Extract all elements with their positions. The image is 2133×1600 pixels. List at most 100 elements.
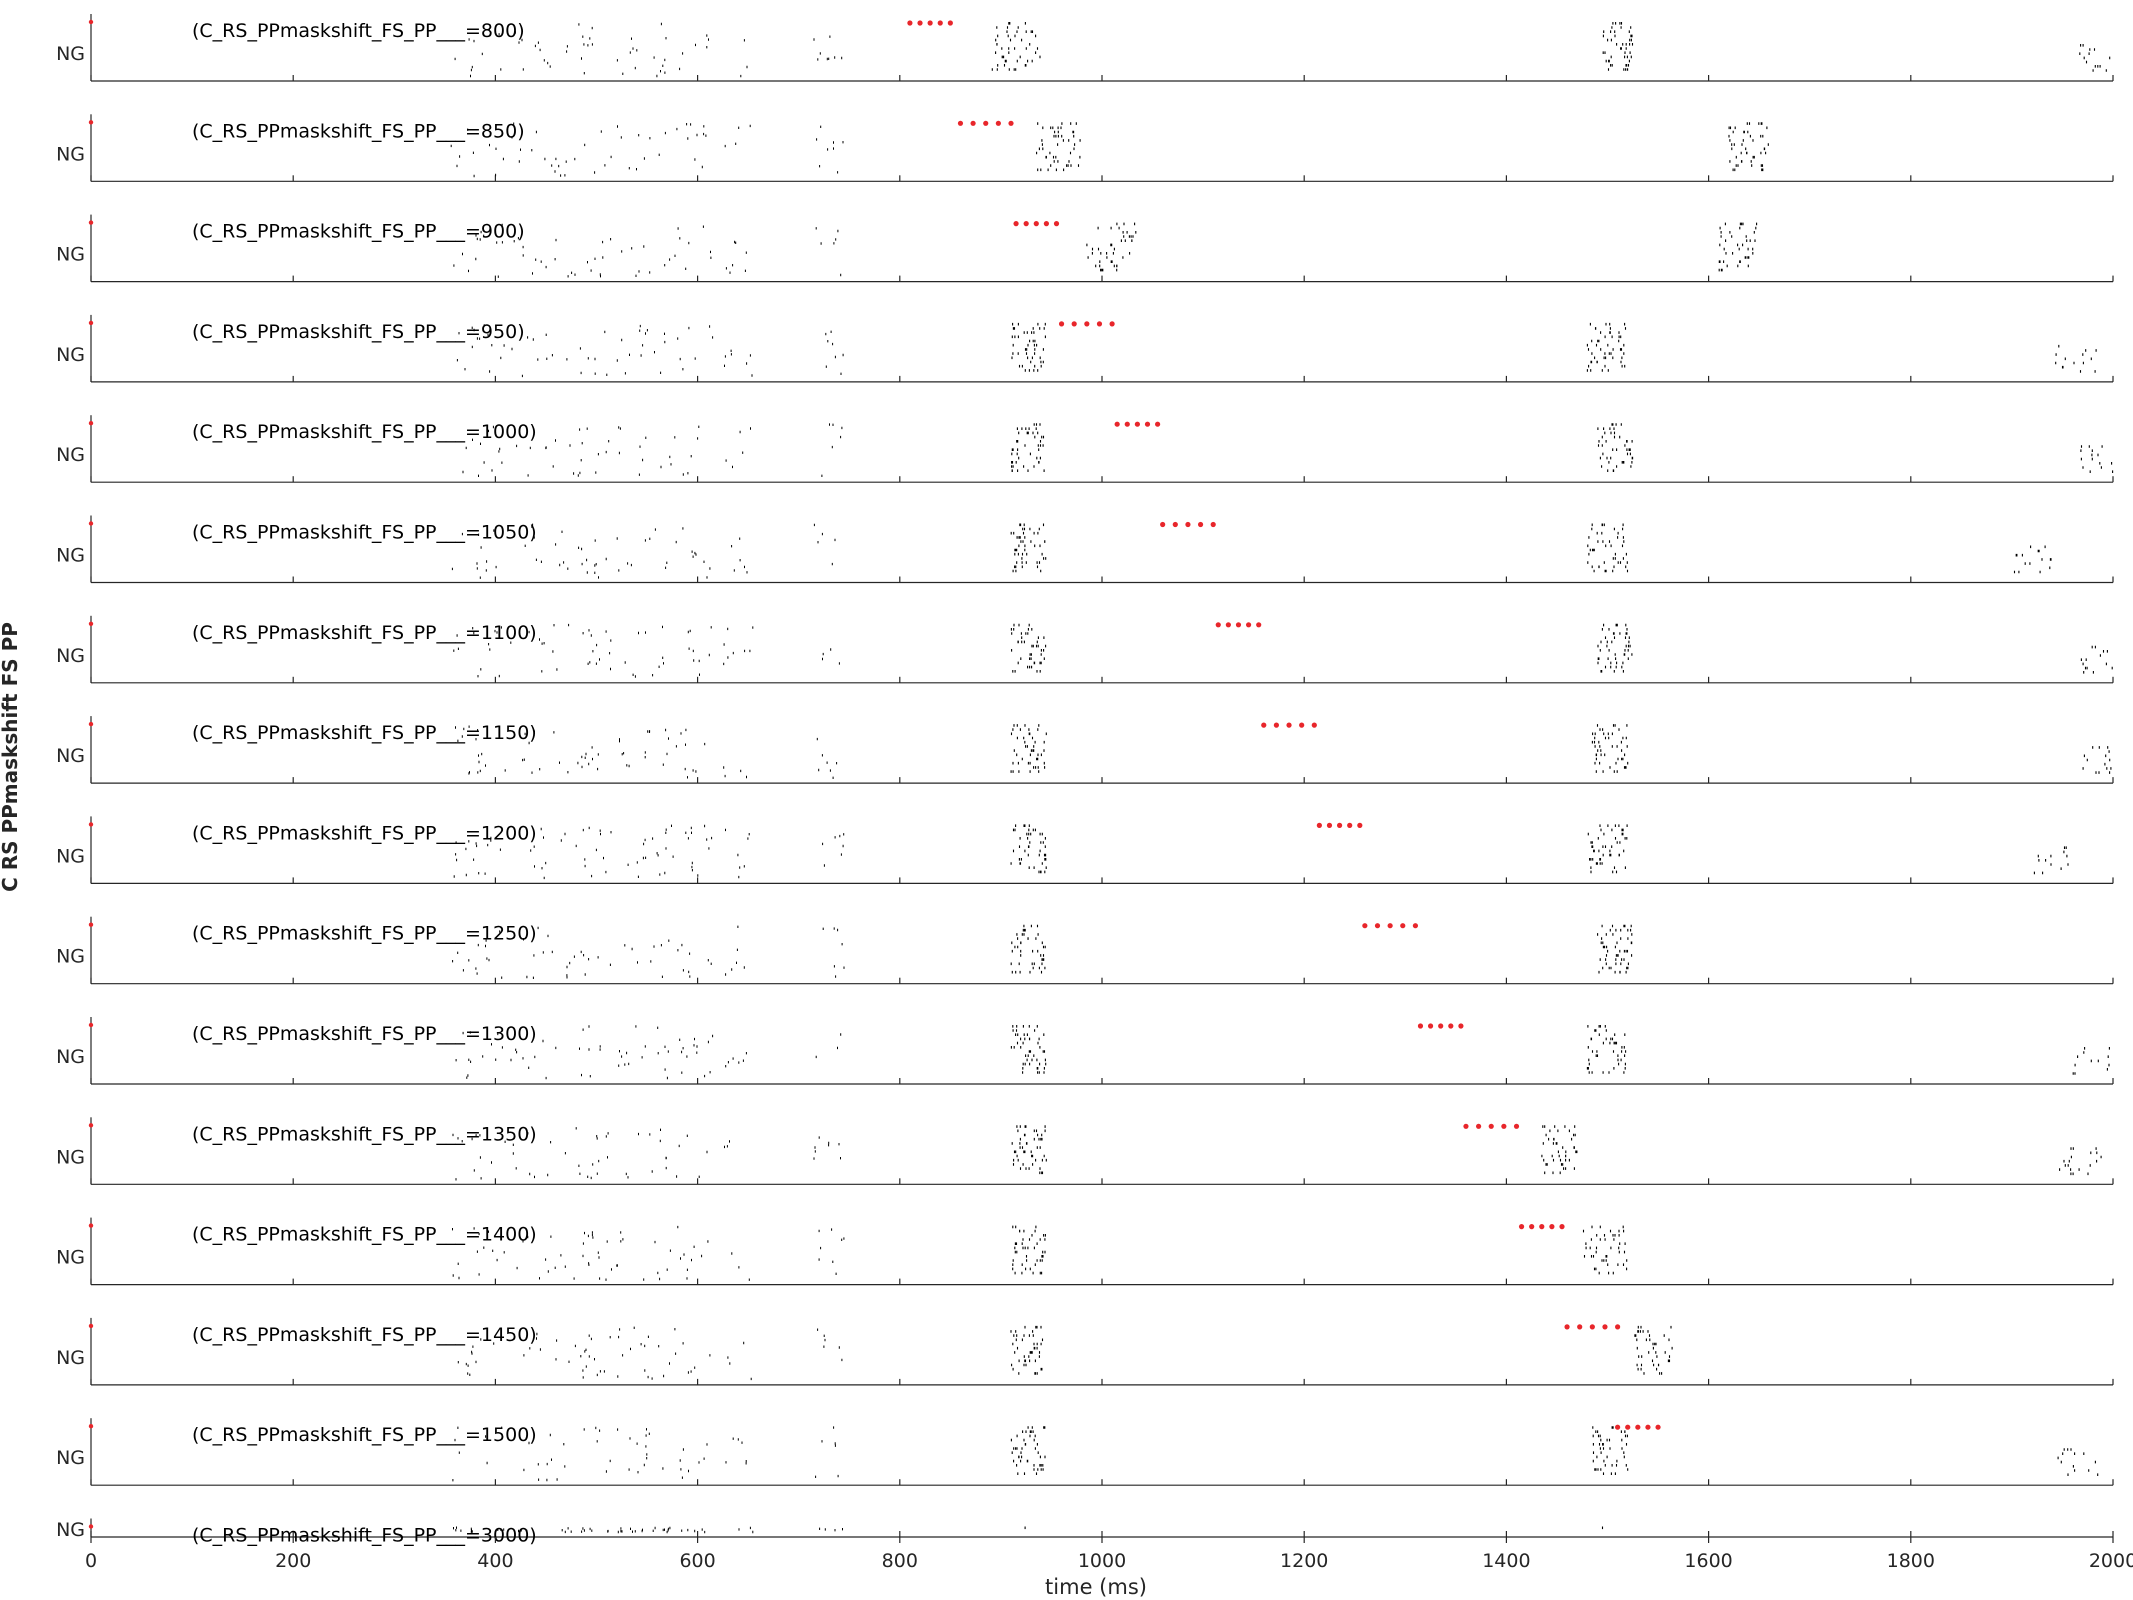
panel-start-marker bbox=[88, 220, 94, 225]
panel-burst-1 bbox=[1010, 924, 1046, 974]
stimulus-dot bbox=[1134, 421, 1140, 427]
stimulus-dot bbox=[1463, 1123, 1469, 1129]
panel-burst-3 bbox=[2072, 1047, 2110, 1075]
stimulus-dot bbox=[1114, 421, 1120, 427]
panel-burst-3 bbox=[2059, 1147, 2102, 1176]
panel-burst-1 bbox=[1010, 1025, 1047, 1074]
panel-burst-2 bbox=[1718, 222, 1758, 272]
panel-stimulus bbox=[957, 120, 1014, 126]
stimulus-dot bbox=[1215, 622, 1221, 628]
x-axis-label: time (ms) bbox=[1045, 1575, 1147, 1599]
panel-label: (C_RS_PPmaskshift_FS_PP___=800) bbox=[192, 20, 525, 42]
stimulus-dot bbox=[1577, 1324, 1583, 1330]
panel-3000: NG (C_RS_PPmaskshift_FS_PP___=3000) bbox=[56, 1518, 2114, 1547]
stimulus-dot bbox=[917, 20, 923, 26]
stimulus-dot bbox=[937, 20, 943, 26]
panel-ytick-label: NG bbox=[56, 946, 85, 968]
panel-label: (C_RS_PPmaskshift_FS_PP___=900) bbox=[192, 221, 525, 243]
stimulus-dot bbox=[1458, 1023, 1464, 1029]
stimulus-dot bbox=[1374, 923, 1381, 929]
panel-1050: NG (C_RS_PPmaskshift_FS_PP___=1050) bbox=[56, 515, 2114, 584]
panel-ytick-label: NG bbox=[56, 344, 85, 366]
panel-burst-3 bbox=[2057, 1448, 2099, 1476]
stimulus-dot bbox=[1564, 1324, 1570, 1330]
stimulus-dot bbox=[1109, 321, 1115, 327]
panel-start-marker bbox=[88, 1424, 94, 1429]
panel-sparse-spikes bbox=[457, 1326, 843, 1381]
panel-burst-3 bbox=[2080, 645, 2113, 674]
stimulus-dot bbox=[1438, 1023, 1444, 1029]
panel-stimulus bbox=[1215, 622, 1262, 628]
panel-burst-3 bbox=[2013, 545, 2052, 574]
panel-burst-1 bbox=[1086, 222, 1137, 272]
stimulus-dot bbox=[1124, 421, 1130, 427]
stimulus-dot bbox=[1488, 1123, 1494, 1129]
panel-burst-1 bbox=[1036, 122, 1081, 172]
panel-1000: NG (C_RS_PPmaskshift_FS_PP___=1000) bbox=[56, 415, 2114, 483]
xtick-label-1200: 1200 bbox=[1280, 1550, 1328, 1572]
stimulus-dot bbox=[1362, 923, 1368, 929]
stimulus-dot bbox=[1316, 822, 1322, 829]
stimulus-dot bbox=[1160, 521, 1166, 528]
stimulus-dot bbox=[983, 120, 989, 126]
xtick-label-200: 200 bbox=[275, 1550, 311, 1572]
stimulus-dot bbox=[1326, 822, 1333, 829]
panel-sparse-spikes bbox=[456, 324, 844, 378]
panel-stimulus bbox=[1615, 1424, 1661, 1430]
panel-burst-2 bbox=[1728, 122, 1769, 172]
panel-burst-2 bbox=[1597, 623, 1633, 673]
panel-1250: NG (C_RS_PPmaskshift_FS_PP___=1250) bbox=[56, 916, 2114, 985]
stimulus-dot bbox=[1185, 521, 1191, 528]
stimulus-dot bbox=[1172, 521, 1178, 528]
stimulus-dot bbox=[1286, 722, 1292, 728]
panel-start-marker bbox=[88, 521, 94, 526]
panel-burst-2 bbox=[1592, 1426, 1629, 1475]
panel-label: (C_RS_PPmaskshift_FS_PP___=850) bbox=[192, 120, 525, 142]
panel-label: (C_RS_PPmaskshift_FS_PP___=1200) bbox=[192, 822, 537, 844]
stimulus-dot bbox=[1210, 521, 1216, 528]
panel-label: (C_RS_PPmaskshift_FS_PP___=3000) bbox=[192, 1525, 537, 1547]
panel-burst-2 bbox=[1541, 1125, 1578, 1175]
stimulus-dot bbox=[1417, 1023, 1424, 1029]
panel-sparse-spikes bbox=[450, 122, 844, 178]
panel-stimulus bbox=[1518, 1224, 1565, 1230]
panel-label: (C_RS_PPmaskshift_FS_PP___=950) bbox=[192, 321, 525, 343]
panel-start-marker bbox=[88, 721, 94, 727]
panel-ytick-label: NG bbox=[56, 143, 85, 165]
panel-burst-1 bbox=[1011, 423, 1045, 472]
panel-stimulus bbox=[1013, 221, 1060, 227]
panel-burst-1 bbox=[1011, 322, 1046, 372]
panel-burst-3 bbox=[2080, 445, 2114, 473]
stimulus-dot bbox=[1400, 923, 1406, 929]
panel-burst-1 bbox=[1010, 724, 1047, 773]
panel-stimulus bbox=[1362, 923, 1419, 929]
panel-ytick-label: NG bbox=[56, 1046, 85, 1068]
panel-label: (C_RS_PPmaskshift_FS_PP___=1050) bbox=[192, 522, 537, 544]
panel-start-marker bbox=[88, 19, 94, 25]
stimulus-dot bbox=[1273, 722, 1279, 728]
panel-1200: NG (C_RS_PPmaskshift_FS_PP___=1200) bbox=[56, 816, 2114, 885]
panel-stimulus bbox=[1316, 822, 1363, 829]
stimulus-dot bbox=[1311, 722, 1317, 728]
panel-burst-1 bbox=[1012, 1225, 1046, 1275]
panel-burst-2 bbox=[1597, 924, 1633, 974]
panel-start-marker bbox=[88, 120, 94, 125]
panel-stimulus bbox=[907, 20, 953, 26]
stimulus-dot bbox=[1602, 1324, 1608, 1330]
panel-ytick-label: NG bbox=[56, 745, 85, 767]
panel-stimulus bbox=[1114, 421, 1161, 427]
panel-stimulus bbox=[1261, 722, 1317, 728]
stimulus-dot bbox=[1387, 923, 1393, 929]
panel-burst-2 bbox=[1582, 1225, 1628, 1275]
panel-burst-1 bbox=[991, 22, 1041, 71]
panel-start-marker bbox=[88, 1524, 94, 1529]
panel-burst-3 bbox=[2055, 344, 2097, 373]
panel-sparse-spikes bbox=[462, 423, 843, 477]
stimulus-dot bbox=[1235, 622, 1242, 628]
stimulus-dot bbox=[1256, 622, 1262, 628]
panel-burst-3 bbox=[2033, 846, 2069, 875]
stimulus-dot bbox=[1412, 923, 1419, 929]
panel-ytick-label: NG bbox=[56, 1247, 85, 1269]
panel-burst-2 bbox=[1602, 22, 1634, 71]
